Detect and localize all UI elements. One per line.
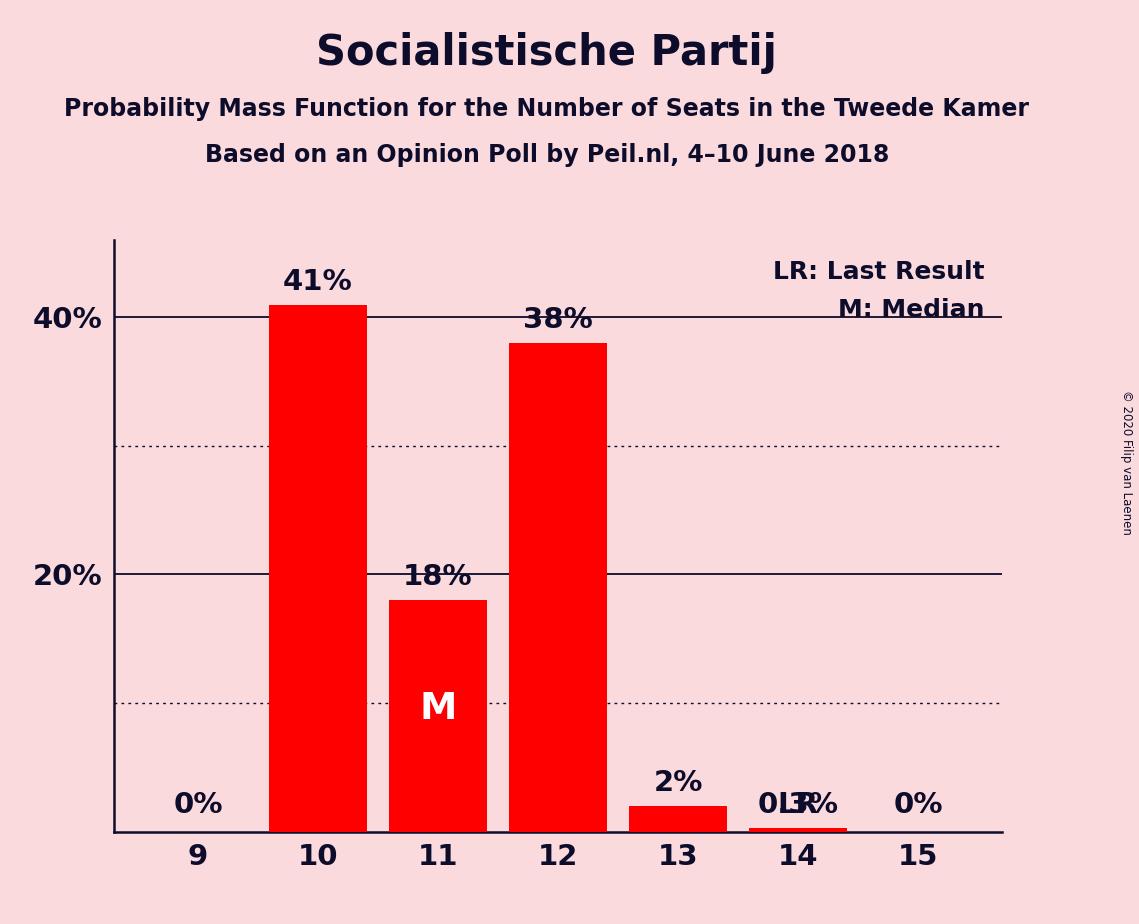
Bar (269, 305, 367, 832)
Text: Socialistische Partij: Socialistische Partij (317, 32, 777, 74)
Text: M: Median: M: Median (838, 298, 984, 322)
Text: 18%: 18% (403, 564, 473, 591)
Text: Probability Mass Function for the Number of Seats in the Tweede Kamer: Probability Mass Function for the Number… (64, 97, 1030, 121)
Bar (509, 343, 607, 832)
Text: 38%: 38% (523, 306, 593, 334)
Text: LR: LR (778, 791, 819, 819)
Text: 41%: 41% (284, 268, 353, 296)
Text: © 2020 Filip van Laenen: © 2020 Filip van Laenen (1121, 390, 1133, 534)
Text: 0%: 0% (173, 791, 223, 819)
Text: M: M (419, 691, 457, 727)
Text: Based on an Opinion Poll by Peil.nl, 4–10 June 2018: Based on an Opinion Poll by Peil.nl, 4–1… (205, 143, 888, 167)
Text: 0.3%: 0.3% (757, 791, 838, 819)
Bar (629, 806, 728, 832)
Text: 2%: 2% (654, 769, 703, 796)
Text: LR: Last Result: LR: Last Result (772, 260, 984, 284)
Text: 0%: 0% (893, 791, 943, 819)
Bar (749, 828, 847, 832)
Bar (388, 601, 487, 832)
